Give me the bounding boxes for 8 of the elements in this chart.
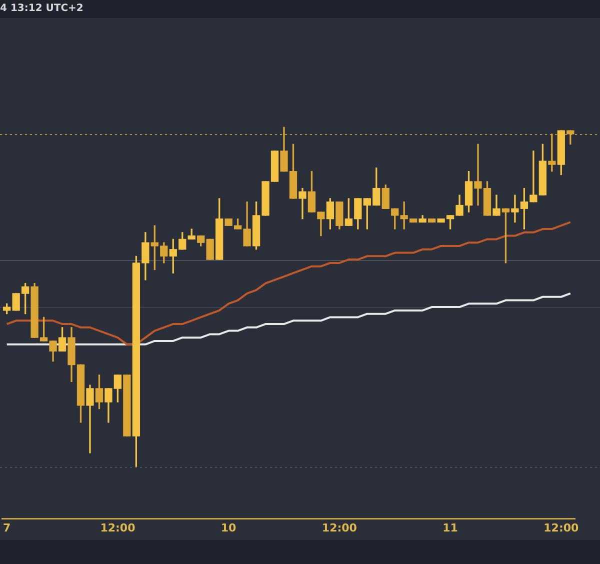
x-tick-label: 7 <box>3 521 11 534</box>
x-tick-label: 10 <box>220 521 237 534</box>
x-tick-label: 12:00 <box>322 521 358 534</box>
candlestick <box>298 188 306 220</box>
text: 4 13:12 UTC+2 <box>0 3 84 14</box>
x-tick-label: 12:00 <box>100 521 136 534</box>
x-tick-label: 11 <box>442 521 458 534</box>
x-tick-label: 12:00 <box>544 521 579 534</box>
